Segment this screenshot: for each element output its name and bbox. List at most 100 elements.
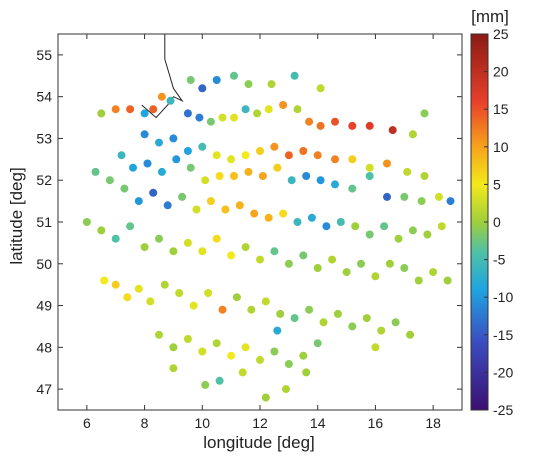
data-point (256, 355, 264, 364)
plot-frame (57, 33, 463, 411)
data-point (232, 293, 241, 302)
y-tick-labels: 47 48 49 50 51 52 53 54 55 (36, 47, 52, 397)
data-point (264, 105, 273, 114)
data-point (178, 192, 187, 201)
data-point (146, 297, 155, 306)
data-point (279, 209, 288, 218)
colorbar-tick-label: -15 (493, 327, 513, 343)
data-point (331, 180, 339, 189)
colorbar-tick-label: 15 (493, 101, 509, 117)
data-point (160, 280, 169, 289)
y-axis-label: latitude [deg] (7, 167, 26, 264)
data-point (365, 121, 374, 130)
data-point (299, 147, 308, 155)
data-point (267, 80, 276, 89)
data-point (333, 309, 342, 318)
data-point (299, 351, 308, 360)
data-point (383, 192, 391, 201)
data-point (429, 268, 438, 277)
data-point (284, 259, 293, 268)
data-point (290, 314, 299, 323)
data-point (261, 297, 270, 306)
y-tick-label: 47 (36, 381, 52, 397)
data-point (305, 117, 314, 126)
data-point (169, 364, 178, 373)
data-point (201, 380, 210, 389)
data-point (244, 167, 253, 176)
data-point (97, 109, 106, 118)
data-point (270, 347, 279, 356)
data-point (198, 84, 207, 93)
data-point (204, 289, 213, 297)
data-point (270, 142, 279, 151)
data-point (437, 222, 446, 231)
data-point (357, 259, 365, 268)
data-point (163, 201, 172, 210)
data-point (406, 330, 415, 339)
data-point (218, 113, 227, 122)
data-point (258, 172, 267, 180)
data-point (105, 176, 114, 185)
data-point (443, 276, 452, 285)
data-point (155, 234, 163, 243)
data-point (293, 105, 302, 114)
data-point (276, 309, 285, 318)
data-point (388, 126, 397, 135)
data-point (273, 163, 282, 172)
colorbar-unit-label: [mm] (471, 7, 509, 26)
data-point (313, 151, 322, 160)
data-point (134, 197, 143, 206)
data-point (273, 326, 282, 335)
y-tick-label: 49 (36, 298, 52, 314)
y-tick-label: 51 (36, 214, 52, 230)
y-tick-label: 52 (36, 172, 52, 188)
data-point (169, 343, 178, 352)
plot-axes (57, 33, 463, 411)
data-point (129, 163, 137, 172)
data-point (391, 318, 400, 327)
data-point (385, 259, 394, 268)
data-point (100, 276, 109, 285)
data-point (198, 142, 207, 151)
data-point (319, 318, 328, 327)
y-tick-label: 50 (36, 256, 52, 272)
data-point (348, 121, 357, 130)
data-point (336, 218, 345, 226)
data-point (293, 218, 302, 226)
data-point (149, 188, 158, 197)
data-point (284, 151, 293, 160)
data-point (244, 80, 253, 89)
data-point (140, 130, 149, 139)
data-point (420, 172, 429, 180)
data-point (316, 84, 325, 93)
data-point (256, 147, 264, 155)
data-point (446, 197, 455, 206)
data-point (380, 222, 389, 231)
data-point (241, 105, 250, 114)
data-point (342, 268, 351, 277)
x-axis-label: longitude [deg] (203, 433, 315, 452)
data-point (394, 234, 403, 243)
x-tick-label: 8 (141, 415, 149, 431)
data-point (371, 343, 380, 352)
data-point (264, 213, 273, 222)
data-point (230, 113, 238, 122)
data-point (143, 159, 152, 168)
data-point (212, 76, 221, 84)
data-point (126, 222, 135, 231)
data-point (134, 284, 143, 293)
data-point (230, 172, 238, 180)
data-point (195, 113, 204, 122)
data-point (305, 305, 314, 314)
colorbar-tick-label: 10 (493, 139, 509, 155)
data-point (198, 347, 207, 356)
data-point (227, 351, 236, 360)
data-point (212, 151, 221, 160)
data-point (111, 280, 120, 289)
data-point (365, 230, 374, 239)
colorbar-tick-label: 5 (493, 176, 501, 192)
data-point (250, 209, 259, 218)
data-point (111, 105, 120, 114)
data-point (270, 247, 279, 256)
data-point (403, 167, 412, 176)
